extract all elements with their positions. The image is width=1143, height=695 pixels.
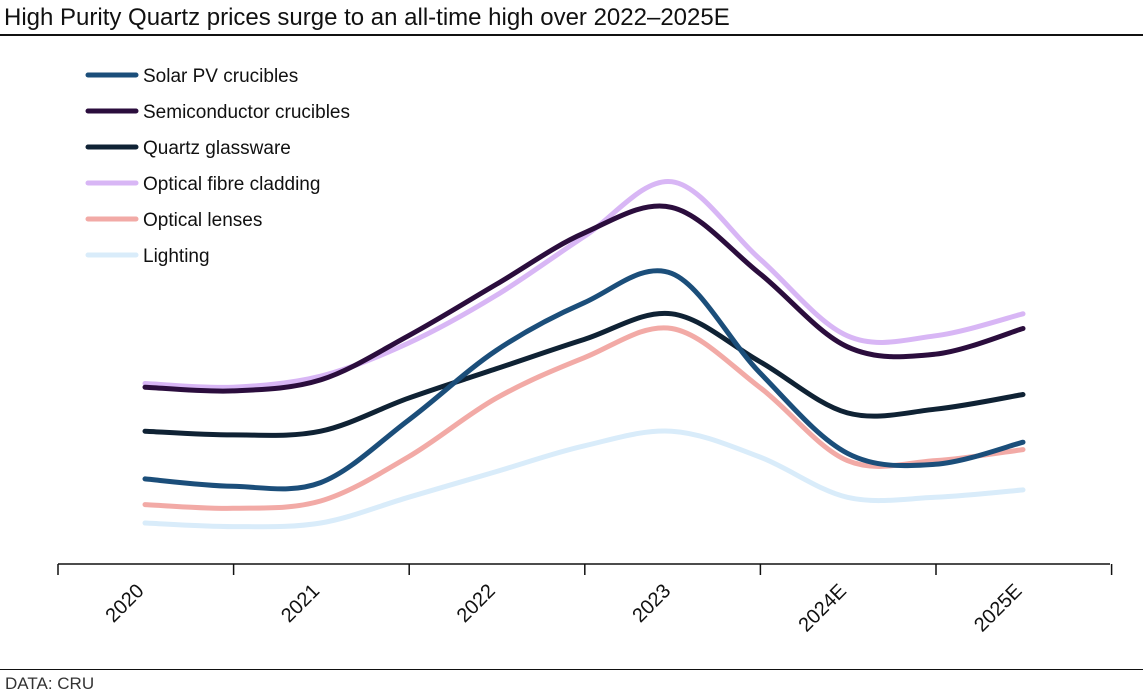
x-tick-label: 2024E <box>794 580 850 636</box>
legend-label-semiconductor-crucibles: Semiconductor crucibles <box>143 102 350 123</box>
series-line-solar-pv-crucibles <box>142 268 1026 492</box>
legend-label-quartz-glassware: Quartz glassware <box>143 138 291 159</box>
line-chart: 2020 2021 2022 2023 2024E 2025E Solar PV cruc… <box>57 66 1113 636</box>
series-line-semiconductor-crucibles <box>142 203 1026 394</box>
legend-label-solar-pv-crucibles: Solar PV crucibles <box>143 66 298 87</box>
legend-label-optical-lenses: Optical lenses <box>143 210 262 231</box>
chart-title: High Purity Quartz prices surge to an al… <box>4 4 730 31</box>
x-tick-label: 2020 <box>102 580 149 627</box>
data-source: DATA: CRU <box>5 674 95 693</box>
series-layer <box>142 179 1026 530</box>
title-rule <box>0 34 1143 36</box>
series-line-optical-lenses <box>142 325 1026 511</box>
series-line-optical-fibre-cladding <box>142 179 1026 390</box>
legend: Solar PV crucibles Semiconductor crucible… <box>85 66 350 267</box>
series-line-lighting <box>142 428 1026 530</box>
x-axis: 2020 2021 2022 2023 2024E 2025E <box>57 563 1113 636</box>
x-tick-label: 2025E <box>970 580 1026 636</box>
x-tick-label: 2023 <box>628 580 675 627</box>
series-line-quartz-glassware <box>142 310 1026 438</box>
legend-label-lighting: Lighting <box>143 246 210 267</box>
footer-rule <box>0 669 1143 670</box>
x-tick-label: 2021 <box>277 580 324 627</box>
legend-label-optical-fibre-cladding: Optical fibre cladding <box>143 174 320 195</box>
x-tick-label: 2022 <box>453 580 500 627</box>
